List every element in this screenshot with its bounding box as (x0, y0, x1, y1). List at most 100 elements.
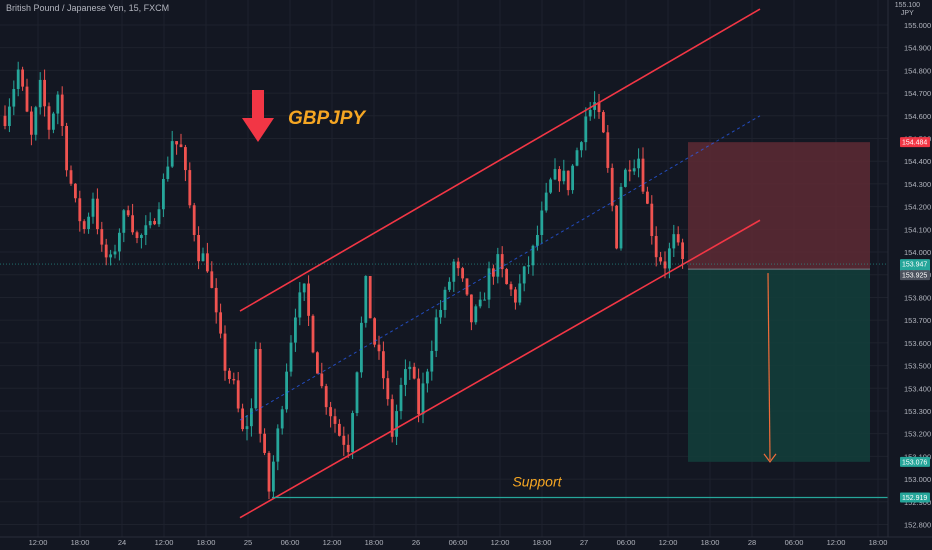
candle-body (285, 371, 288, 410)
price-tick-label: 155.000 (904, 21, 931, 30)
candle-body (254, 349, 258, 409)
candle-body (360, 322, 363, 373)
candle-body (536, 234, 539, 246)
candle-body (162, 178, 165, 210)
candle-body (584, 116, 588, 143)
candle-body (52, 113, 55, 130)
candle-body (373, 318, 376, 345)
price-tick-label: 154.400 (904, 157, 931, 166)
candle-body (170, 141, 174, 167)
candle-body (135, 232, 139, 238)
candle-body (104, 244, 108, 258)
candle-body (540, 210, 544, 235)
price-tick-label: 153.200 (904, 430, 931, 439)
support-label: Support (512, 473, 562, 489)
candle-body (153, 220, 156, 225)
candle-body (197, 234, 200, 262)
time-tick-label: 06:00 (617, 538, 636, 547)
candle-body (448, 281, 451, 290)
candle-body (338, 423, 341, 436)
candle-body (399, 384, 403, 412)
candle-body (628, 169, 632, 172)
candle-body (12, 89, 16, 107)
channel-midline (239, 115, 761, 421)
candle-body (272, 461, 275, 492)
candles (3, 61, 684, 500)
candle-body (122, 210, 126, 233)
candle-body (113, 251, 117, 255)
candle-body (408, 366, 412, 370)
time-tick-label: 26 (412, 538, 420, 547)
candle-body (602, 112, 605, 133)
price-tick-label: 154.600 (904, 112, 931, 121)
time-axis[interactable]: 12:00 18:00 24 12:00 18:00 25 06:00 12:00 18:00 2… (0, 536, 932, 547)
price-tick-label: 153.800 (904, 293, 931, 302)
candle-body (232, 379, 236, 381)
price-tick-label: 152.800 (904, 521, 931, 530)
target-arrow-head-icon (763, 453, 777, 463)
candle-body (276, 428, 280, 462)
candle-body (47, 106, 51, 130)
candle-body (672, 234, 676, 249)
candle-body (320, 373, 324, 387)
candle-body (681, 242, 684, 260)
candle-body (91, 198, 95, 217)
candle-body (382, 351, 385, 379)
candle-body (144, 225, 148, 236)
candle-body (606, 132, 610, 168)
candle-body (179, 144, 183, 148)
candle-body (100, 229, 104, 245)
candle-body (355, 372, 359, 414)
candle-body (417, 378, 420, 415)
candle-body (518, 283, 522, 303)
candle-body (126, 210, 130, 216)
candle-body (553, 169, 557, 180)
candle-body (637, 158, 640, 169)
currency-label: 155.100 JPY (895, 2, 920, 18)
candle-body (316, 352, 319, 374)
candle-body (96, 198, 99, 230)
time-tick-label: 06:00 (281, 538, 300, 547)
candle-body (646, 191, 649, 204)
candle-body (619, 186, 623, 249)
candle-body (201, 253, 205, 262)
candle-body (38, 79, 42, 108)
drawings[interactable]: Support GBPJPY (239, 8, 888, 519)
candle-body (580, 142, 583, 151)
candle-body (430, 350, 434, 372)
candle-body (87, 216, 90, 230)
candle-body (302, 283, 306, 293)
candle-body (214, 287, 218, 313)
time-tick-label: 18:00 (197, 538, 216, 547)
candle-body (452, 261, 456, 282)
candle-body (157, 209, 161, 225)
price-tick-label: 154.900 (904, 44, 931, 53)
candle-body (21, 69, 24, 87)
candle-body (632, 168, 636, 172)
candle-body (470, 294, 473, 323)
target-arrow-line (767, 273, 771, 460)
candle-body (223, 333, 227, 371)
candle-body (377, 344, 381, 352)
candle-body (654, 236, 658, 258)
candle-body (615, 205, 618, 249)
candle-body (166, 166, 170, 179)
candle-body (324, 386, 328, 408)
candle-body (219, 312, 222, 334)
time-tick-label: 25 (244, 538, 252, 547)
channel-lower-line (239, 219, 761, 519)
candle-body (78, 198, 82, 222)
candle-body (258, 349, 262, 434)
candle-body (509, 284, 513, 290)
candle-body (676, 234, 680, 243)
price-tick-label: 154.800 (904, 66, 931, 75)
candle-body (236, 380, 240, 409)
candle-body (206, 253, 209, 272)
time-tick-label: 27 (580, 538, 588, 547)
candle-body (483, 299, 486, 301)
price-badge-value: 153.947 (902, 262, 927, 269)
price-tick-label: 153.400 (904, 384, 931, 393)
time-tick-label: 24 (118, 538, 126, 547)
time-tick-label: 06:00 (449, 538, 468, 547)
